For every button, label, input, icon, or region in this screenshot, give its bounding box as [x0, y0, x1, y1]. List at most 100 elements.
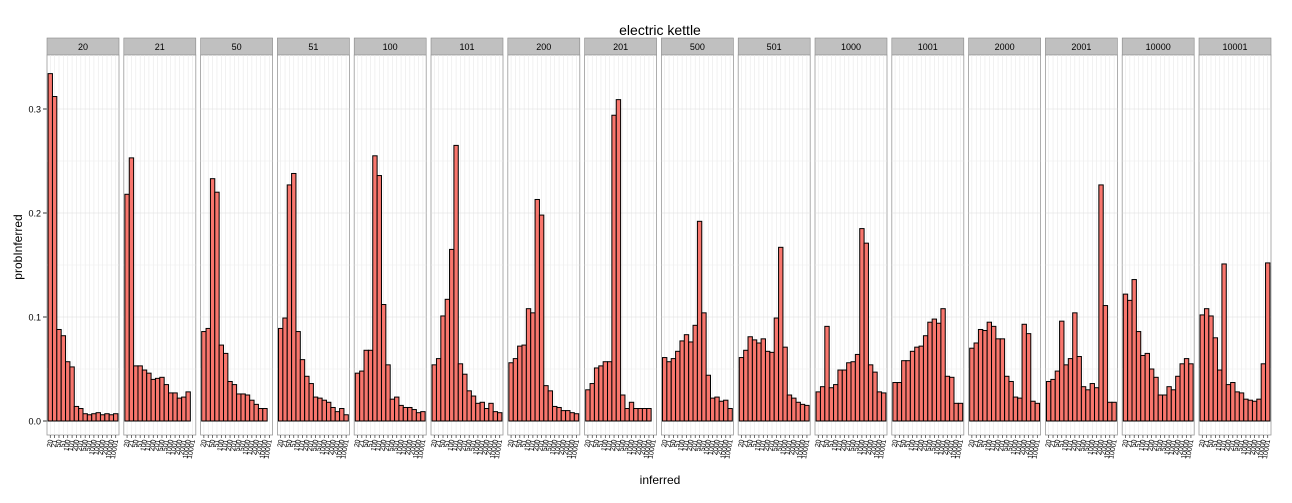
bar [291, 172, 297, 422]
x-tick-label: 51 [828, 439, 836, 448]
y-axis-label: probInferred [11, 214, 25, 279]
x-tick-label: 2001 [332, 439, 342, 456]
x-tick-label: 100 [140, 439, 149, 452]
x-tick-label: 500 [1079, 439, 1088, 452]
bar [872, 371, 878, 422]
x-tick-label: 1000 [396, 439, 406, 456]
x-tick-label: 100 [1138, 439, 1147, 452]
bar [949, 376, 955, 422]
x-tick-label: 201 [614, 439, 623, 452]
bar [86, 414, 93, 422]
bar [420, 411, 426, 422]
x-tick-label: 21 [1126, 439, 1134, 448]
bar [751, 339, 758, 422]
x-tick-label: 50 [670, 439, 678, 448]
x-tick-label: 200 [149, 439, 158, 452]
x-tick-label: 200 [456, 439, 465, 452]
bar [372, 155, 378, 422]
bar [602, 361, 609, 422]
bar [449, 248, 455, 422]
bar [867, 364, 874, 422]
x-tick-label: 51 [60, 439, 68, 448]
x-tick-label: 500 [1156, 439, 1165, 452]
bar [683, 334, 690, 422]
x-tick-label: 2001 [639, 439, 649, 456]
x-tick-label: 200 [1147, 439, 1156, 452]
bar [833, 384, 839, 422]
x-tick-label: 21 [588, 439, 596, 448]
x-tick-label: 500 [465, 439, 474, 452]
facet-panel: 5020215051100101200201500501100010012000… [200, 37, 274, 460]
bar [995, 338, 1001, 422]
x-tick-label: 21 [281, 439, 289, 448]
bar [475, 402, 481, 422]
bar [1076, 356, 1082, 422]
x-tick-label: 101 [452, 439, 461, 452]
bar [411, 409, 417, 422]
x-tick-label: 100 [447, 439, 456, 452]
bar [1093, 387, 1100, 422]
bar [543, 385, 549, 422]
bar [236, 393, 242, 422]
bar [982, 330, 988, 422]
bar [859, 228, 865, 422]
bar [1017, 397, 1023, 422]
x-tick-label: 1001 [93, 439, 103, 456]
x-tick-label: 501 [162, 439, 171, 452]
x-tick-label: 500 [849, 439, 858, 452]
x-tick-label: 21 [972, 439, 980, 448]
x-tick-label: 20 [277, 439, 285, 448]
x-tick-label: 1001 [247, 439, 257, 456]
x-tick-label: 101 [1220, 439, 1229, 452]
bar [185, 391, 191, 422]
x-tick-label: 1000 [703, 439, 713, 456]
bar [747, 336, 753, 422]
bar [466, 390, 472, 422]
bar [470, 395, 477, 422]
facet-panel: 5120215051100101200201500501100010012000… [277, 37, 351, 460]
x-tick-label: 200 [226, 439, 235, 452]
x-tick-label: 1001 [708, 439, 718, 456]
facet-panel: 10001 20215051100101200201500501100010012… [1198, 37, 1272, 460]
x-tick-label: 2000 [1173, 439, 1183, 456]
bar [782, 346, 788, 422]
bar [986, 321, 993, 422]
bar [1203, 308, 1210, 422]
bar [837, 369, 843, 422]
x-tick-label: 10001 [187, 439, 197, 459]
x-tick-label: 21 [742, 439, 750, 448]
bar [339, 408, 345, 422]
x-tick-label: 20 [200, 439, 208, 448]
bar [1230, 382, 1236, 422]
x-tick-label: 1000 [1087, 439, 1097, 456]
bar [641, 408, 648, 422]
x-tick-label: 2000 [558, 439, 568, 456]
bar [764, 350, 771, 422]
bar [1004, 375, 1010, 422]
bar [376, 175, 382, 422]
bar [773, 317, 780, 422]
bar [330, 406, 336, 422]
bar [977, 328, 984, 422]
bar [1179, 363, 1185, 422]
x-tick-label: 10000 [1181, 439, 1191, 459]
x-tick-label: 1001 [1168, 439, 1178, 456]
bar [530, 312, 536, 422]
x-tick-label: 201 [307, 439, 316, 452]
facet-strip-label: 50 [232, 42, 242, 52]
x-tick-label: 10001 [1262, 439, 1272, 459]
bar [1238, 392, 1245, 422]
bar [1247, 399, 1253, 422]
facet-panel: 2000202150511001012002015005011000100120… [968, 37, 1042, 460]
bar [679, 340, 685, 422]
x-tick-label: 501 [930, 439, 939, 452]
bar [1063, 364, 1069, 422]
bar [661, 357, 668, 422]
bar [99, 414, 106, 422]
bar [538, 214, 545, 422]
bar [593, 367, 600, 422]
bar [249, 399, 255, 422]
x-tick-label: 1001 [1092, 439, 1102, 456]
bar [714, 396, 720, 422]
x-tick-label: 21 [1049, 439, 1057, 448]
